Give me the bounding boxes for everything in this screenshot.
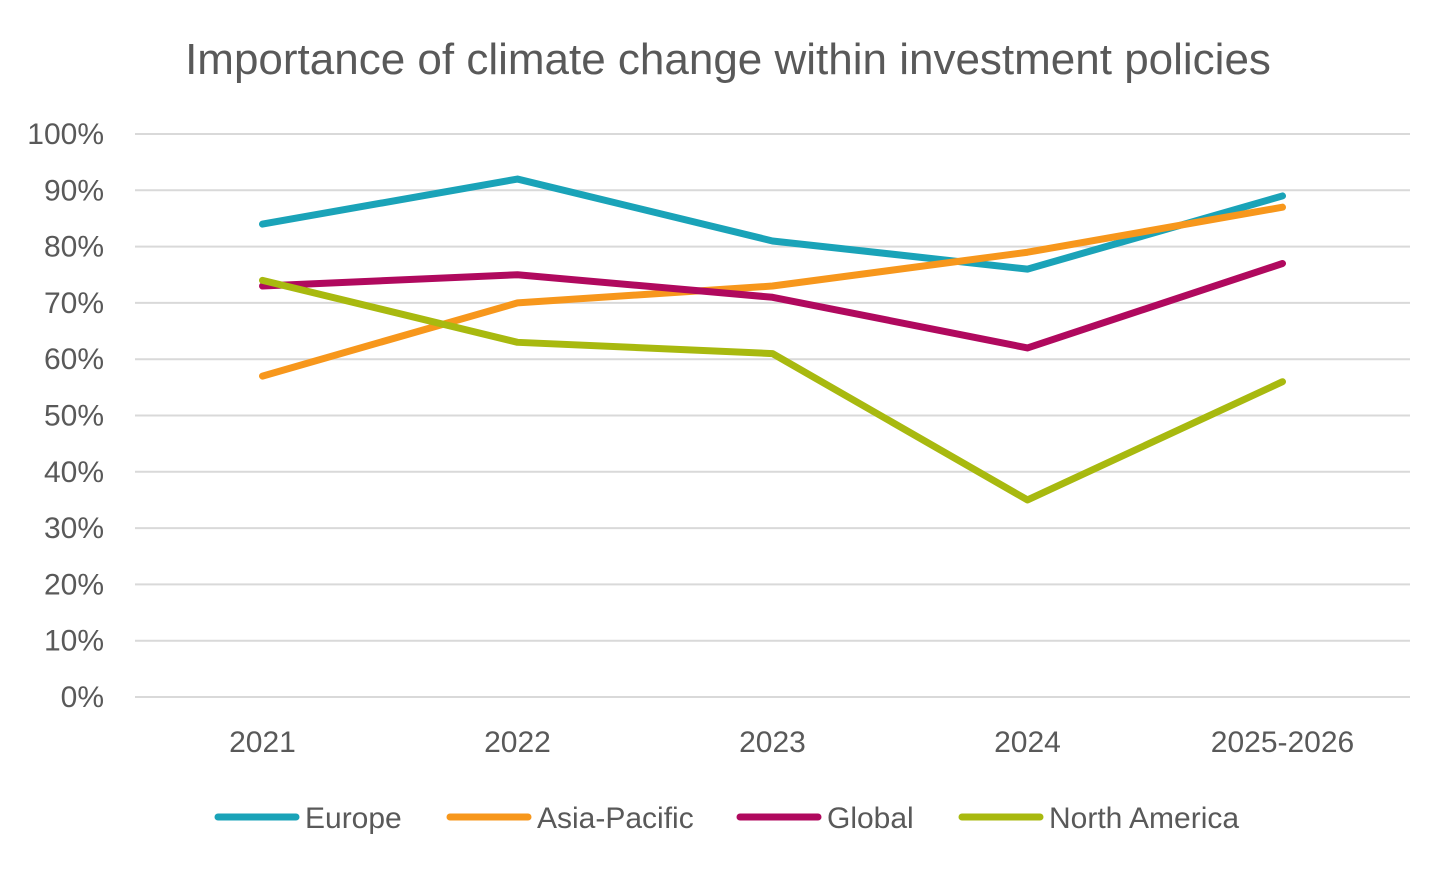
legend-label: Europe (305, 802, 402, 835)
series-line-global (259, 259, 1286, 352)
x-tick-label: 2023 (739, 726, 806, 759)
legend: Europe Asia-Pacific Global North America (214, 802, 1239, 835)
y-tick-label: 30% (44, 512, 104, 545)
x-tick-label: 2025-2026 (1211, 726, 1354, 759)
legend-label: Asia-Pacific (537, 802, 694, 835)
y-tick-label: 10% (44, 625, 104, 658)
series-line-europe (259, 175, 1286, 273)
y-tick-label: 100% (27, 118, 104, 151)
legend-label: Global (827, 802, 914, 835)
x-tick-label: 2024 (994, 726, 1061, 759)
y-tick-label: 90% (44, 174, 104, 207)
chart-title: Importance of climate change within inve… (185, 35, 1271, 84)
y-tick-label: 70% (44, 287, 104, 320)
y-axis-tick-labels: 0% 10% 20% 30% 40% 50% 60% 70% 80% 90% 100% (27, 118, 104, 714)
x-tick-label: 2022 (484, 726, 551, 759)
legend-label: North America (1049, 802, 1239, 835)
series-lines (259, 175, 1286, 504)
y-tick-label: 80% (44, 231, 104, 264)
y-tick-label: 20% (44, 568, 104, 601)
y-tick-label: 60% (44, 343, 104, 376)
gridlines (135, 133, 1410, 698)
y-tick-label: 0% (61, 681, 104, 714)
y-tick-label: 50% (44, 400, 104, 433)
x-axis-tick-labels: 2021 2022 2023 2024 2025-2026 (229, 726, 1354, 759)
y-tick-label: 40% (44, 456, 104, 489)
series-line-north-america (259, 276, 1286, 504)
x-tick-label: 2021 (229, 726, 296, 759)
series-line-asia-pacific (259, 203, 1286, 380)
